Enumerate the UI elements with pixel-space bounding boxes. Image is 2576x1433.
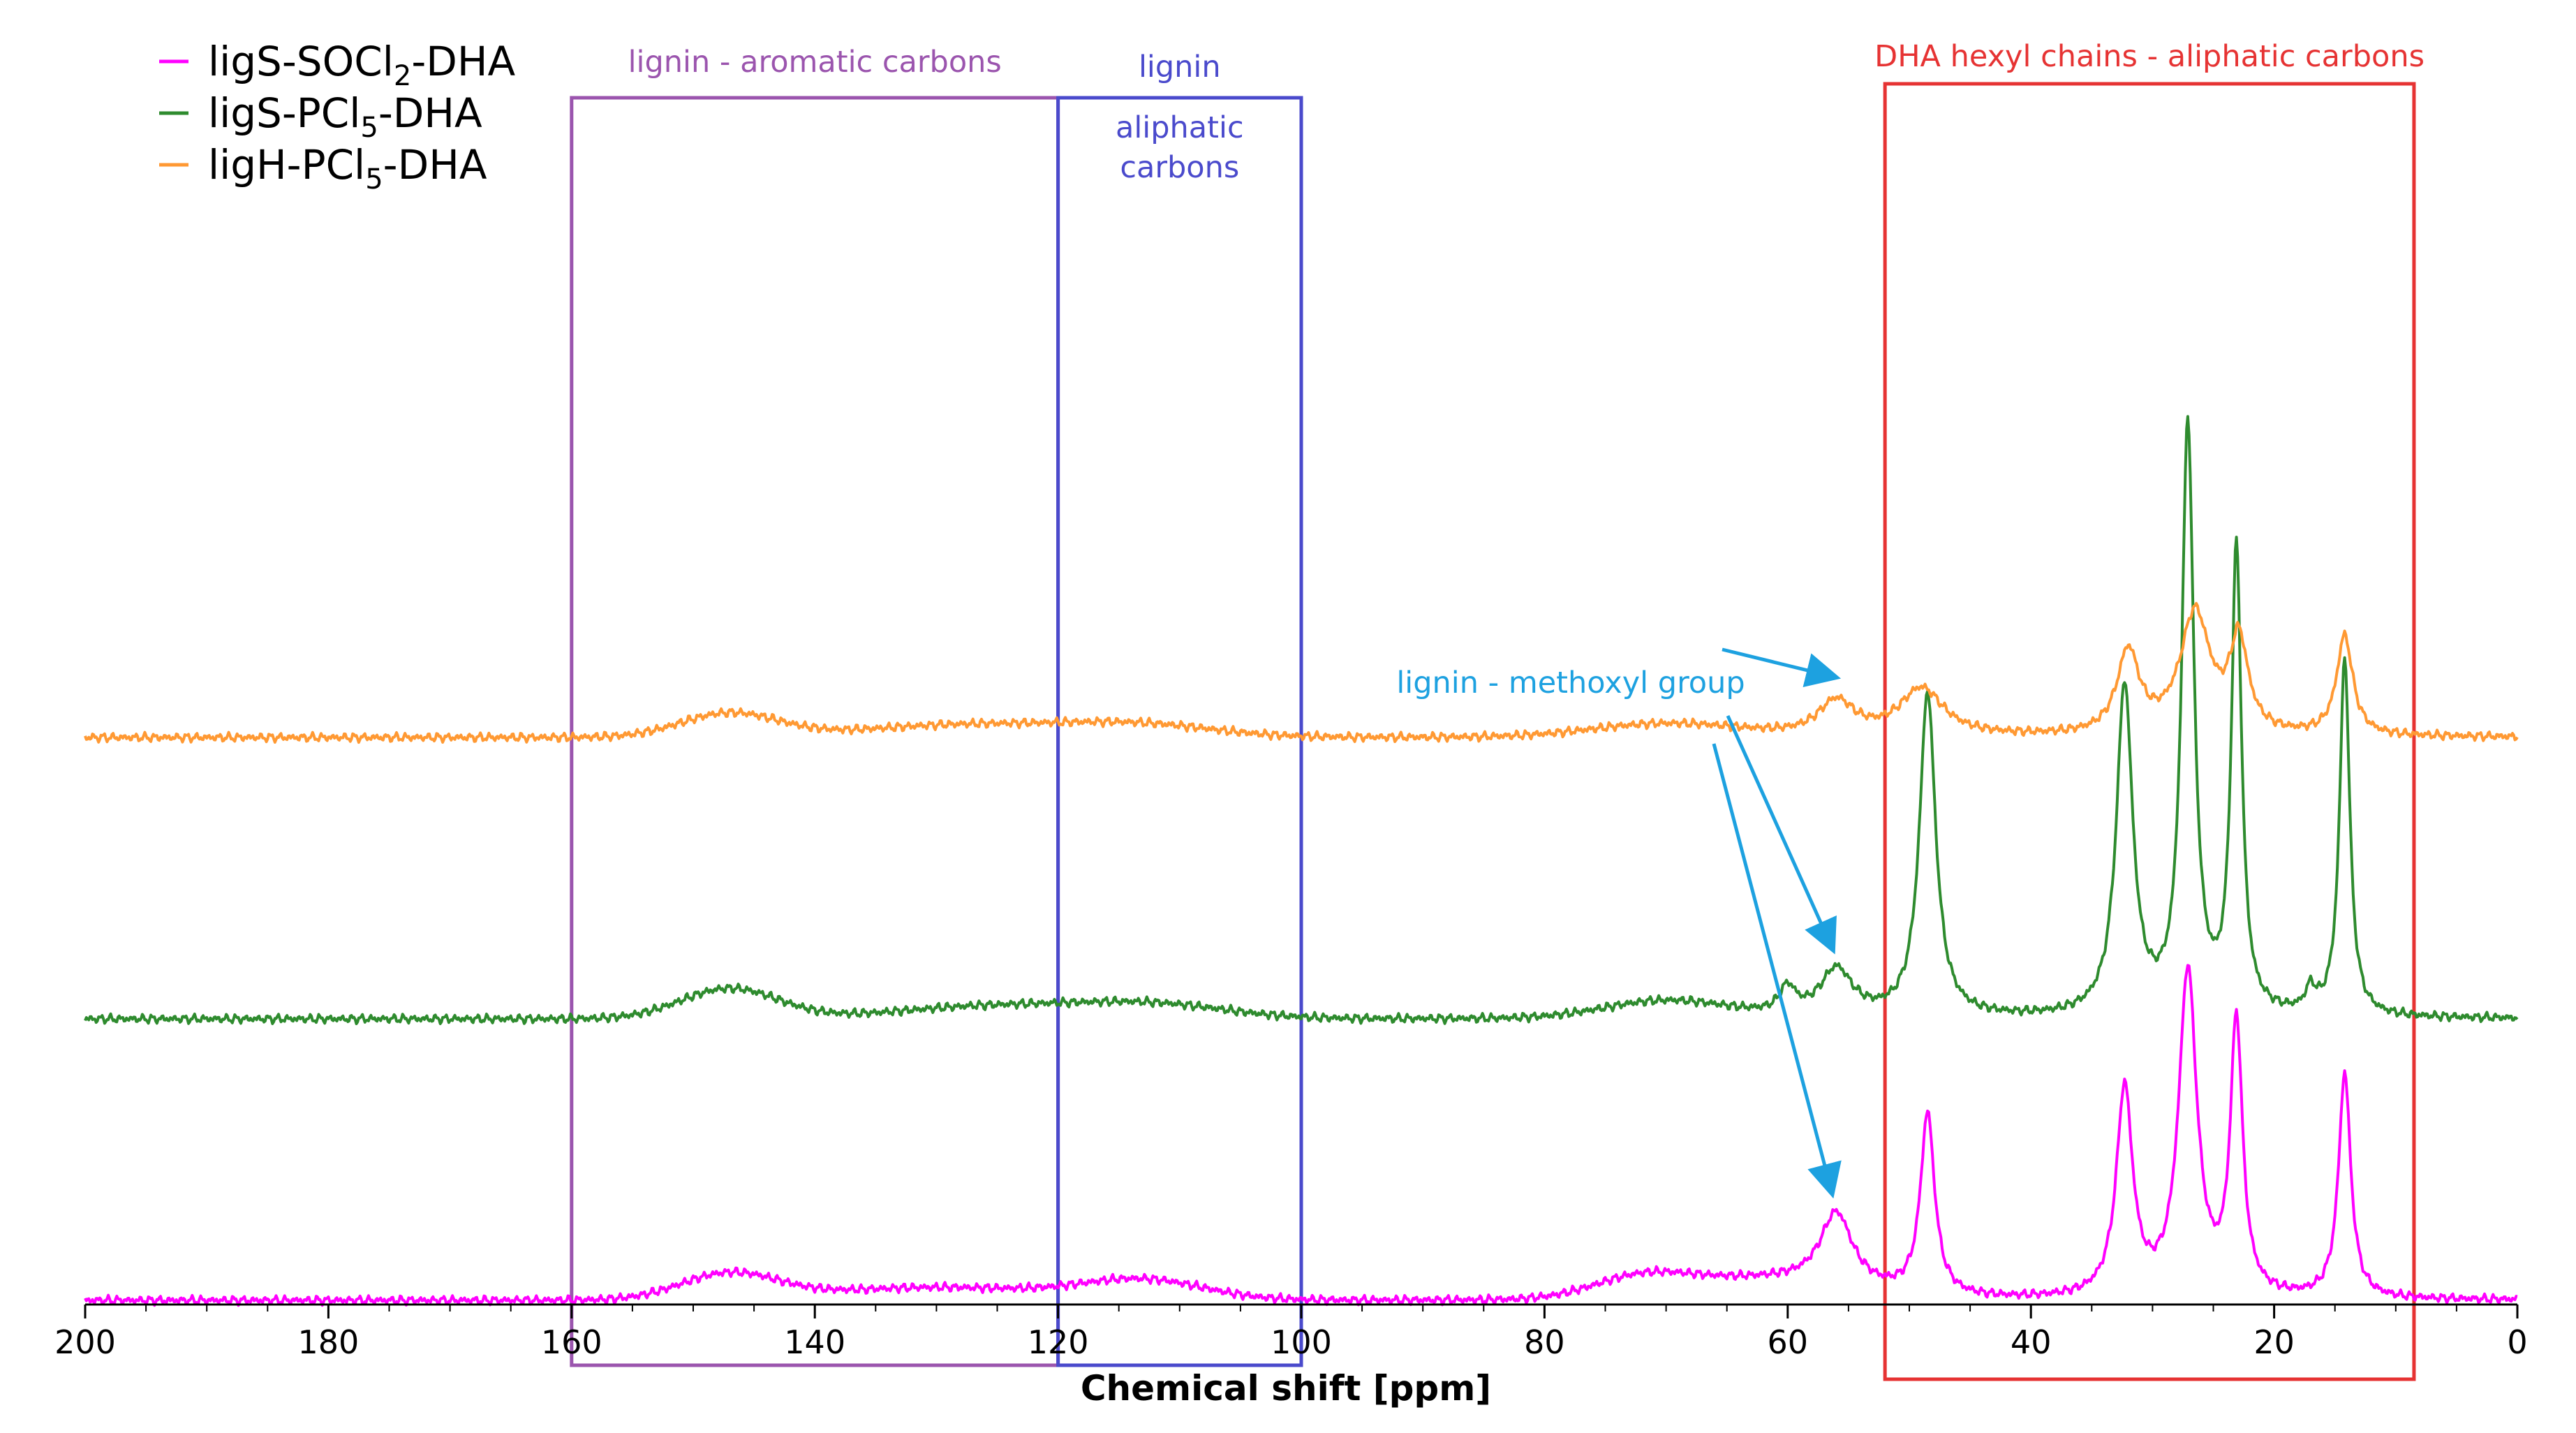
x-tick-label-100: 100	[1271, 1323, 1332, 1361]
x-tick-label-160: 160	[541, 1323, 602, 1361]
methoxyl-annotation: lignin - methoxyl group	[1396, 647, 1842, 1199]
x-tick-label-0: 0	[2507, 1323, 2527, 1361]
x-tick-label-40: 40	[2011, 1323, 2052, 1361]
legend-suffix-0: -DHA	[411, 38, 515, 85]
x-tick-label-60: 60	[1768, 1323, 1809, 1361]
region-aromatic-label: lignin - aromatic carbons	[628, 45, 1002, 80]
legend-label-0: ligS-SOCl	[208, 38, 394, 85]
legend-label-2: ligH-PCl	[208, 141, 365, 189]
legend-item-0[interactable]: ligS-SOCl2-DHA	[159, 38, 516, 92]
legend-item-1[interactable]: ligS-PCl5-DHA	[159, 89, 482, 144]
region-aliphatic-label: aliphatic	[1116, 110, 1244, 145]
legend-label-1: ligS-PCl	[208, 89, 360, 137]
region-lignin-label: lignin	[1139, 50, 1221, 84]
legend-item-2[interactable]: ligH-PCl5-DHA	[159, 141, 487, 196]
region-dha-label: DHA hexyl chains - aliphatic carbons	[1874, 39, 2425, 74]
region-dha-box	[1883, 82, 2416, 1381]
regions: lignin - aromatic carbons lignin aliphat…	[570, 39, 2425, 1381]
methoxyl-arrow-middle	[1726, 714, 1837, 955]
legend-sub-1: 5	[360, 112, 378, 144]
methoxyl-label: lignin - methoxyl group	[1396, 666, 1745, 700]
region-lignin-aliphatic-box	[1056, 96, 1303, 1367]
x-tick-label-80: 80	[1524, 1323, 1565, 1361]
x-axis: 200 180 160 140 120 100 80 60 40 20 0 Chemical shi…	[54, 1303, 2528, 1409]
x-tick-label-140: 140	[784, 1323, 845, 1361]
legend-sub-2: 5	[365, 163, 383, 196]
svg-text:ligH-PCl5-DHA: ligH-PCl5-DHA	[208, 141, 487, 196]
x-axis-title: Chemical shift [ppm]	[1081, 1368, 1491, 1409]
legend-suffix-2: -DHA	[383, 141, 487, 189]
methoxyl-arrow-top	[1722, 647, 1842, 688]
svg-text:ligS-SOCl2-DHA: ligS-SOCl2-DHA	[208, 38, 516, 92]
x-tick-label-120: 120	[1028, 1323, 1089, 1361]
legend-suffix-1: -DHA	[378, 89, 482, 137]
legend-sub-0: 2	[394, 60, 411, 92]
trace-ligH-PCl5-DHA	[84, 602, 2519, 744]
trace-ligS-PCl5-DHA	[84, 415, 2519, 1025]
methoxyl-arrow-bottom	[1712, 743, 1842, 1199]
x-ticks: 200 180 160 140 120 100 80 60 40 20 0	[54, 1305, 2528, 1361]
x-tick-label-180: 180	[297, 1323, 359, 1361]
x-tick-label-200: 200	[54, 1323, 116, 1361]
svg-text:ligS-PCl5-DHA: ligS-PCl5-DHA	[208, 89, 482, 144]
legend: ligS-SOCl2-DHA ligS-PCl5-DHA ligH-PCl5-D…	[159, 38, 516, 196]
region-carbons-label: carbons	[1120, 150, 1239, 185]
x-tick-label-20: 20	[2253, 1323, 2295, 1361]
